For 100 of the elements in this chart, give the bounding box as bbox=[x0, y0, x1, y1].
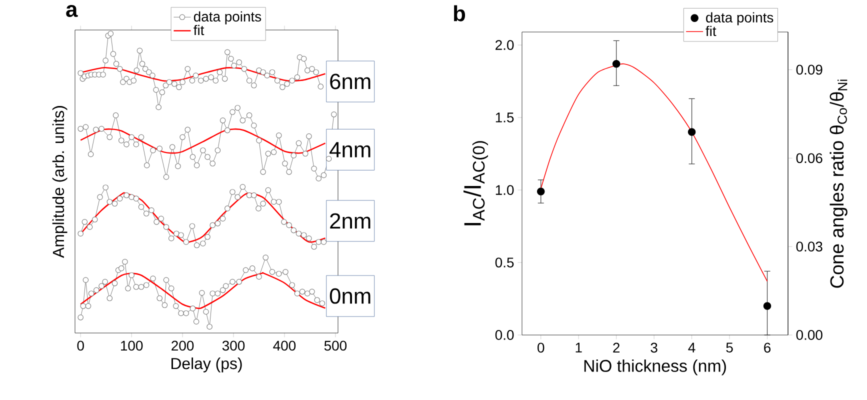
point bbox=[320, 239, 327, 245]
point bbox=[240, 184, 246, 190]
point bbox=[199, 290, 205, 296]
point bbox=[304, 290, 310, 296]
point bbox=[276, 270, 282, 277]
point bbox=[282, 269, 288, 275]
point bbox=[88, 290, 94, 296]
point bbox=[184, 126, 191, 133]
point bbox=[260, 169, 266, 175]
point bbox=[234, 194, 240, 200]
point bbox=[168, 235, 174, 242]
point bbox=[158, 216, 164, 222]
point bbox=[128, 272, 134, 278]
point bbox=[270, 149, 277, 156]
point bbox=[98, 283, 104, 289]
point bbox=[116, 196, 123, 202]
y-tick-label: 2.0 bbox=[496, 40, 514, 50]
point bbox=[112, 280, 118, 286]
point bbox=[106, 134, 113, 140]
point bbox=[128, 194, 134, 200]
point bbox=[282, 160, 288, 166]
point bbox=[204, 234, 210, 240]
point bbox=[203, 308, 209, 315]
point bbox=[316, 176, 322, 182]
x-tick-label: 6 bbox=[764, 342, 771, 353]
point bbox=[82, 124, 89, 130]
point bbox=[262, 254, 269, 260]
point bbox=[276, 132, 282, 138]
y-tick-label: 1.5 bbox=[496, 112, 514, 122]
point bbox=[224, 206, 230, 212]
x-tick-label: 2 bbox=[613, 342, 620, 353]
point bbox=[220, 118, 226, 124]
point bbox=[230, 109, 236, 115]
point bbox=[112, 112, 119, 118]
point bbox=[190, 154, 196, 160]
x-tick-label: 3 bbox=[650, 342, 658, 353]
point bbox=[194, 162, 200, 168]
point bbox=[94, 287, 100, 294]
chart-title: a bbox=[66, 5, 78, 18]
annotation: 0nm bbox=[330, 288, 370, 304]
point bbox=[214, 290, 221, 296]
point bbox=[138, 134, 144, 140]
point bbox=[309, 288, 315, 295]
point bbox=[265, 150, 272, 157]
point bbox=[234, 104, 240, 111]
point bbox=[276, 198, 282, 205]
point bbox=[178, 232, 184, 238]
point bbox=[80, 303, 86, 309]
point bbox=[612, 60, 620, 68]
point bbox=[190, 306, 196, 312]
point bbox=[150, 147, 156, 154]
point bbox=[122, 258, 128, 265]
point bbox=[102, 278, 108, 285]
point bbox=[270, 198, 277, 205]
point bbox=[124, 141, 130, 148]
y2-tick-label: 0.00 bbox=[796, 330, 822, 340]
y-tick-label: 0.5 bbox=[495, 258, 514, 268]
point bbox=[112, 200, 118, 207]
x-tick-label: 4 bbox=[688, 342, 696, 352]
point bbox=[143, 282, 150, 288]
point bbox=[210, 290, 216, 296]
y2-tick-label: 0.09 bbox=[796, 64, 822, 75]
point bbox=[204, 154, 210, 160]
point bbox=[156, 295, 163, 302]
point bbox=[133, 196, 140, 202]
point bbox=[78, 314, 84, 320]
x-tick-label: 0 bbox=[538, 342, 544, 353]
point bbox=[144, 162, 150, 168]
x-tick-label: 500 bbox=[324, 340, 347, 351]
point bbox=[183, 310, 190, 316]
x-tick-label: 1 bbox=[576, 342, 582, 352]
point bbox=[102, 184, 108, 190]
legend-label: fit bbox=[194, 24, 204, 36]
point bbox=[331, 112, 337, 118]
y2-tick-label: 0.06 bbox=[796, 153, 822, 164]
y-axis-title: Amplitude (arb. units) bbox=[52, 106, 68, 258]
point bbox=[306, 235, 312, 242]
point bbox=[249, 265, 256, 272]
point bbox=[260, 200, 266, 207]
annotation: 2nm bbox=[330, 213, 370, 229]
y2-axis-title: Cone angles ratio θ$_{Co}$/θ$_{Ni}$ bbox=[830, 80, 848, 288]
x-tick-label: 200 bbox=[172, 340, 194, 351]
point bbox=[230, 189, 236, 195]
y-axis-title: I$_{AC}$/I$_{AC(0)}$ bbox=[463, 141, 488, 226]
point bbox=[296, 140, 302, 146]
point bbox=[269, 269, 276, 275]
point bbox=[169, 144, 176, 150]
point bbox=[98, 126, 104, 132]
point bbox=[251, 192, 257, 198]
annotation: 6nm bbox=[330, 74, 370, 90]
point bbox=[150, 276, 156, 282]
point bbox=[162, 302, 168, 308]
point bbox=[82, 277, 89, 283]
point bbox=[286, 169, 292, 175]
x-tick-label: 100 bbox=[121, 340, 143, 351]
point bbox=[311, 166, 317, 172]
point bbox=[300, 232, 307, 238]
point bbox=[294, 290, 300, 296]
point bbox=[230, 278, 236, 285]
point bbox=[163, 277, 170, 283]
